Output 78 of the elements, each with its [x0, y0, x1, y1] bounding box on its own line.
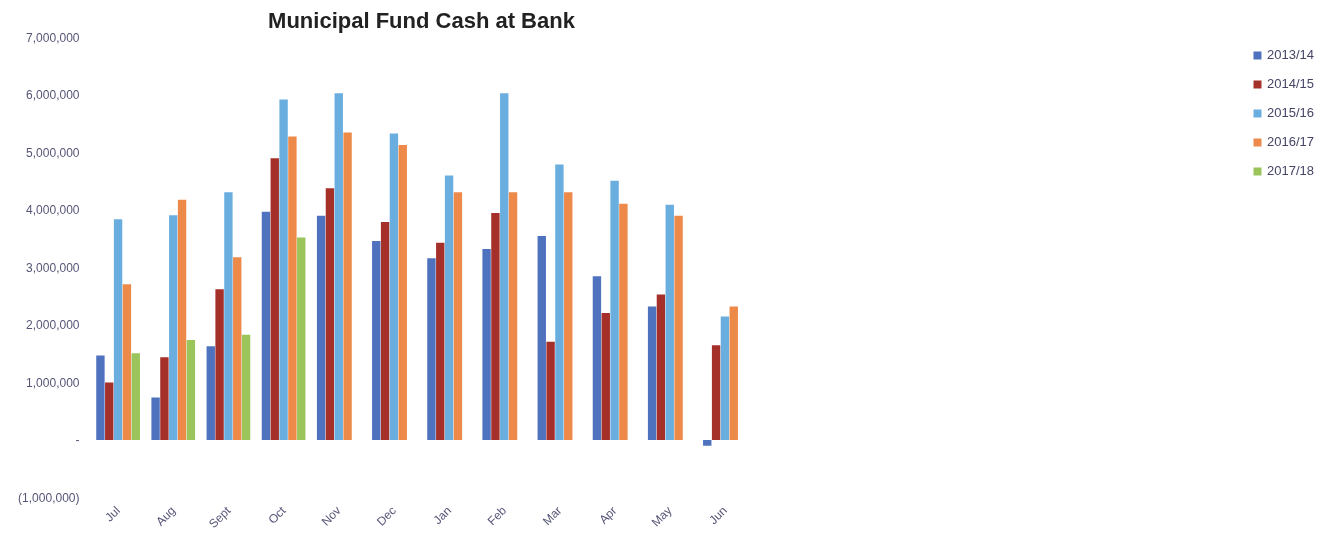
bar: [206, 346, 215, 440]
x-tick-label: Nov: [318, 503, 344, 529]
x-tick-label: Dec: [373, 503, 399, 529]
bar: [601, 312, 610, 440]
y-tick-label: -: [75, 433, 80, 447]
x-tick-label: Jan: [430, 503, 455, 528]
bar: [241, 334, 251, 440]
bar: [508, 192, 518, 440]
legend-label: 2013/14: [1267, 47, 1314, 62]
legend-label: 2016/17: [1267, 134, 1314, 149]
bar: [453, 192, 463, 440]
bar: [177, 199, 187, 440]
bar: [113, 219, 123, 440]
x-tick-label: Feb: [484, 503, 510, 529]
bar: [491, 212, 500, 440]
bar: [546, 341, 555, 440]
x-tick-label: May: [648, 503, 675, 530]
bar: [288, 136, 297, 440]
bar: [334, 93, 343, 440]
bar: [436, 242, 445, 440]
bar: [389, 133, 399, 440]
y-tick-label: 3,000,000: [26, 260, 80, 275]
bar: [215, 289, 224, 440]
bar: [564, 192, 573, 440]
x-tick-label: Mar: [539, 503, 565, 529]
y-tick-label: 1,000,000: [26, 375, 80, 390]
bar: [380, 222, 390, 440]
bar: [482, 249, 491, 440]
x-tick-label: Jul: [102, 503, 124, 525]
bar: [537, 235, 546, 440]
bar: [703, 440, 712, 446]
x-tick-label: Apr: [596, 503, 620, 527]
bar: [122, 284, 132, 440]
bar: [500, 93, 509, 440]
bar: [674, 215, 683, 440]
legend-label: 2015/16: [1267, 105, 1314, 120]
bar: [279, 99, 288, 440]
y-tick-label: 2,000,000: [26, 318, 80, 332]
bar: [398, 145, 407, 440]
y-tick-label: 5,000,000: [26, 145, 80, 160]
bar: [427, 258, 436, 440]
bar: [96, 355, 105, 440]
bar: [297, 237, 306, 440]
y-tick-label: 7,000,000: [26, 30, 80, 45]
chart-title: Municipal Fund Cash at Bank: [268, 7, 576, 33]
y-tick-label: 6,000,000: [26, 88, 80, 102]
bar: [555, 164, 564, 440]
legend-label: 2017/18: [1267, 163, 1314, 178]
bar: [665, 204, 674, 440]
bar: [316, 215, 326, 440]
bar: [343, 132, 352, 440]
x-tick-label: Oct: [265, 503, 289, 527]
bar: [720, 316, 730, 440]
bar: [131, 353, 140, 440]
bar: [160, 357, 169, 440]
bar: [105, 382, 114, 440]
bar: [169, 215, 178, 440]
x-tick-label: Aug: [153, 503, 179, 529]
legend-label: 2014/15: [1267, 76, 1314, 91]
bar: [372, 241, 381, 440]
bar: [261, 211, 271, 440]
y-tick-label: 4,000,000: [26, 203, 80, 217]
y-tick-label: (1,000,000): [18, 490, 80, 505]
bar: [711, 345, 721, 440]
bar: [224, 192, 233, 440]
bar: [656, 294, 666, 440]
bar: [610, 180, 619, 440]
x-tick-label: Jun: [706, 503, 730, 528]
bar: [729, 306, 738, 440]
bar: [444, 175, 454, 440]
bar: [592, 276, 602, 440]
bar: [325, 188, 335, 440]
bar: [233, 257, 242, 440]
bar: [647, 306, 657, 440]
bar: [270, 158, 279, 440]
bar: [186, 339, 196, 440]
bar: [619, 203, 628, 440]
bar: [151, 397, 160, 440]
